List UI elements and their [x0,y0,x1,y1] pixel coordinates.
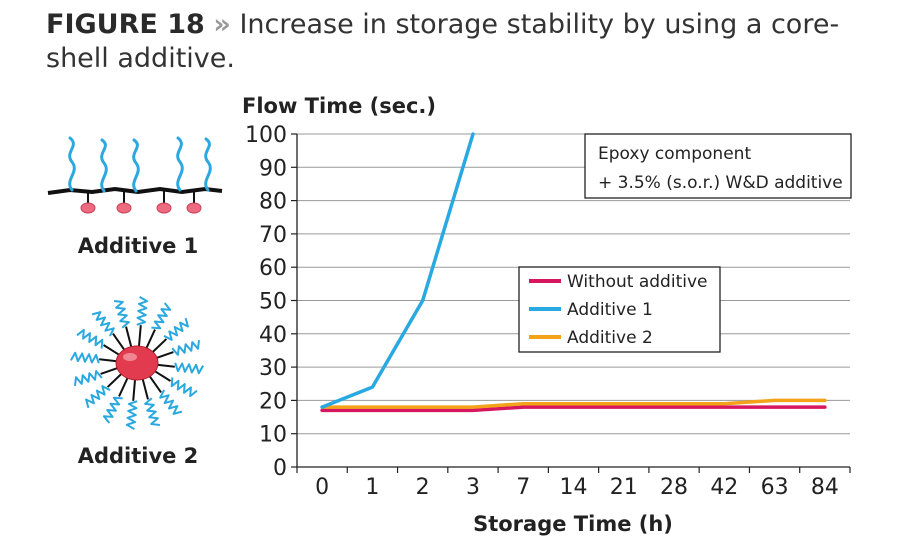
y-tick-label-100: 100 [245,123,287,148]
x-tick-label-0: 0 [315,475,329,500]
star-core-shell-additive-icon [70,296,204,430]
note-line-1: Epoxy component [598,144,751,164]
additive-1-label: Additive 1 [77,234,199,258]
linear-polymer-additive-icon [47,136,223,214]
chart-note-box: Epoxy component + 3.5% (s.o.r.) W&D addi… [584,133,852,199]
x-tick-label-2: 2 [416,475,430,500]
figure-title: FIGURE 18 » Increase in storage stabilit… [46,8,876,76]
x-tick-label-28: 28 [660,475,688,500]
additive-2-label: Additive 2 [77,444,199,468]
legend-label-without-additive: Without additive [567,272,707,292]
y-tick-label-70: 70 [259,223,287,248]
series-line-additive-1 [320,132,475,409]
series-line-without-additive [320,405,827,413]
x-tick-label-63: 63 [761,475,789,500]
legend-label-additive-1: Additive 1 [567,300,653,320]
y-tick-label-10: 10 [259,423,287,448]
y-tick-label-0: 0 [273,456,287,481]
y-tick-label-60: 60 [259,256,287,281]
x-tick-label-14: 14 [560,475,588,500]
chart-legend: Without additive Additive 1 Additive 2 [518,266,721,353]
legend-label-additive-2: Additive 2 [567,328,653,348]
y-tick-label-80: 80 [259,190,287,215]
y-tick-label-90: 90 [259,156,287,181]
y-tick-label-50: 50 [259,290,287,315]
x-tick-label-1: 1 [365,475,379,500]
y-tick-label-30: 30 [259,356,287,381]
series-line-additive-2 [320,398,827,409]
figure-caption: Increase in storage stability by using a… [46,9,840,74]
x-tick-label-7: 7 [516,475,530,500]
x-axis-label: Storage Time (h) [473,512,673,536]
x-tick-label-21: 21 [610,475,638,500]
y-tick-label-40: 40 [259,323,287,348]
x-tick-label-84: 84 [811,475,839,500]
note-line-2: + 3.5% (s.o.r.) W&D additive [598,173,843,193]
x-tick-label-3: 3 [466,475,480,500]
figure-number: FIGURE 18 [46,9,205,40]
y-axis-label: Flow Time (sec.) [242,94,436,118]
title-separator: » [213,9,231,40]
x-tick-label-42: 42 [710,475,738,500]
y-tick-label-20: 20 [259,389,287,414]
